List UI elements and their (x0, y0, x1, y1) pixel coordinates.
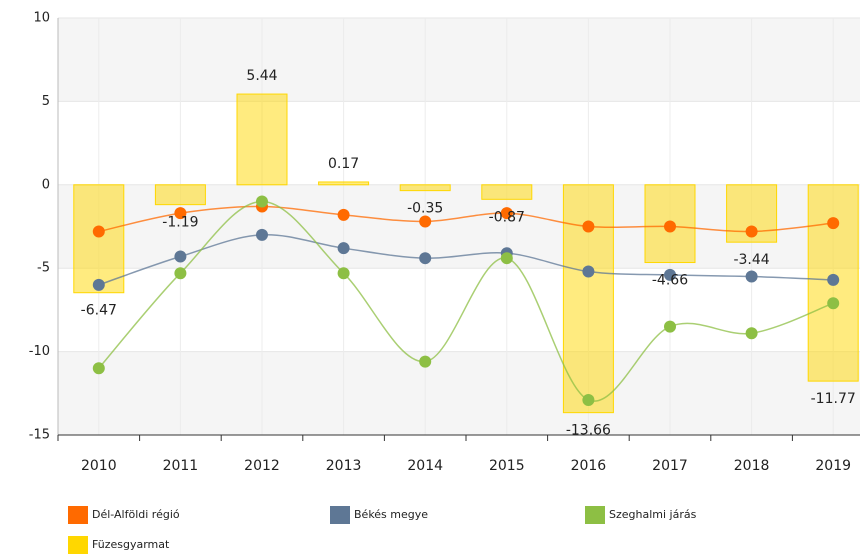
data-label: -0.87 (489, 209, 525, 225)
bar (481, 184, 533, 200)
line-point (827, 297, 840, 310)
data-label: -0.35 (407, 201, 443, 217)
legend-label: Békés megye (354, 508, 428, 521)
x-tick-label: 2015 (489, 458, 525, 474)
line (98, 200, 834, 402)
data-label: 5.44 (246, 68, 277, 84)
line-point (745, 270, 758, 283)
line-point (92, 278, 105, 291)
data-label: -11.77 (811, 391, 856, 407)
x-tick-label: 2010 (81, 458, 117, 474)
plot-band (58, 351, 860, 435)
line-point (419, 252, 432, 265)
legend-label: Dél-Alföldi régió (92, 508, 180, 521)
line-point (827, 217, 840, 230)
line-point (419, 215, 432, 228)
x-tick-label: 2013 (326, 458, 362, 474)
x-tick-label: 2018 (734, 458, 770, 474)
y-tick-label: -10 (29, 344, 50, 359)
bar (73, 184, 125, 294)
legend-swatch (68, 506, 88, 524)
line-point (337, 267, 350, 280)
line (98, 234, 834, 286)
line-point (92, 225, 105, 238)
line-point (745, 327, 758, 340)
line-point (256, 228, 268, 241)
x-tick-label: 2012 (244, 458, 280, 474)
data-label: -3.44 (733, 252, 769, 268)
data-label: 0.17 (328, 156, 359, 172)
legend-label: Szeghalmi járás (609, 508, 697, 521)
line-series (92, 200, 840, 238)
bar (399, 184, 451, 192)
plot-band (58, 18, 860, 102)
line-point (582, 393, 595, 406)
y-tick-label: 5 (42, 94, 50, 109)
line-point (337, 208, 350, 221)
x-tick-label: 2011 (163, 458, 199, 474)
x-tick-label: 2014 (407, 458, 443, 474)
line-point (582, 220, 595, 233)
data-label: -13.66 (566, 423, 611, 439)
bar (154, 184, 206, 206)
bar (236, 93, 288, 186)
line-point (664, 320, 676, 333)
x-tick-label: 2019 (815, 458, 851, 474)
legend-swatch (68, 536, 88, 554)
line-point (500, 207, 513, 220)
y-tick-label: -5 (37, 261, 50, 276)
y-tick-label: 0 (42, 177, 50, 192)
line-point (174, 207, 187, 220)
line-point (664, 268, 676, 281)
y-tick-label: -15 (29, 428, 50, 443)
line-point (174, 267, 187, 280)
line-point (337, 242, 350, 255)
line-point (582, 265, 595, 278)
bar (318, 181, 370, 186)
line (98, 205, 834, 233)
line-point (92, 362, 105, 375)
line-point (745, 225, 758, 238)
legend-label: Füzesgyarmat (92, 538, 170, 551)
legend-swatch (330, 506, 350, 524)
line-point (174, 250, 187, 263)
legend-swatch (585, 506, 605, 524)
data-label: -1.19 (162, 215, 198, 231)
line-series (92, 195, 840, 406)
line-point (500, 252, 513, 265)
x-tick-label: 2017 (652, 458, 688, 474)
line-point (419, 355, 432, 368)
y-tick-label: 10 (33, 11, 50, 26)
data-label: -6.47 (81, 303, 117, 319)
x-tick-label: 2016 (571, 458, 607, 474)
line-point (256, 195, 268, 208)
line-point (827, 273, 840, 286)
data-label: -4.66 (652, 273, 688, 289)
line-point (664, 220, 676, 233)
